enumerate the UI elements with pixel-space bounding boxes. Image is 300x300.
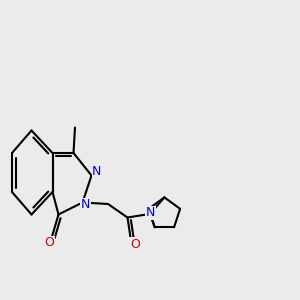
Text: N: N xyxy=(92,165,102,178)
Text: O: O xyxy=(130,238,140,251)
Text: N: N xyxy=(81,198,90,212)
Text: O: O xyxy=(45,236,54,250)
Text: N: N xyxy=(146,206,155,220)
